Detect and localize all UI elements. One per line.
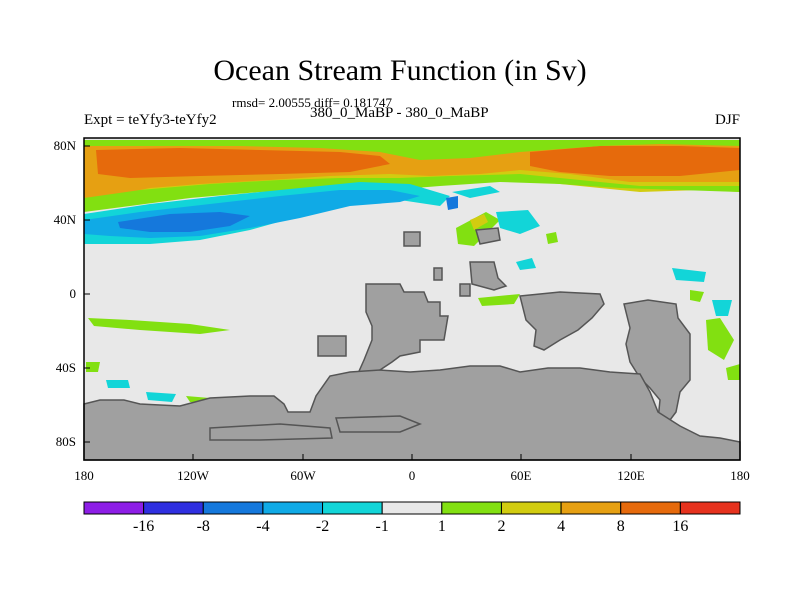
patch-cyan-center [516,258,536,270]
land-north-fragment-4 [475,227,501,245]
band-green-north [84,140,740,160]
xtick-label-60w: 60W [290,468,316,483]
land-strip-south [209,423,333,441]
land-island-west [317,335,347,357]
patch-green-center [478,294,520,306]
colorbar-swatch-8 [560,501,622,515]
colorbar-label: 4 [557,518,566,535]
colorbar-swatch-3 [262,501,324,515]
colorbar-swatch-10 [679,501,741,515]
colorbar-swatch-7 [500,501,562,515]
patch-yellow-africa [470,214,488,230]
band-darkorange-east [530,146,740,176]
colorbar-swatch-9 [620,501,681,515]
patch-green-southwest [86,362,100,372]
land-south-america-like [353,283,449,397]
colorbar-label: -1 [375,518,389,535]
xtick-label-180e: 180 [730,468,750,483]
colorbar-label: -2 [315,518,330,535]
midlatitude-negative-band [84,182,500,244]
colorbar-swatch-6 [441,501,502,515]
rmsd-diff-stats: rmsd= 2.00555 diff= 0.181747 [232,95,392,110]
patch-cyan-east-1 [672,268,706,282]
xtick-label-60e: 60E [510,468,532,483]
colorbar-swatch-2 [202,501,264,515]
ytick-label-0: 0 [69,286,77,301]
band-blue-40n [118,212,250,232]
band-darkorange-north [96,148,390,178]
colorbar-swatch-4 [322,501,383,515]
colorbar-label: 8 [616,518,625,535]
season-label: DJF [714,112,740,128]
patch-green-west [88,318,230,334]
xtick-label-120w: 120W [177,468,209,483]
ytick-label-80n: 80N [53,138,76,153]
band-green-lower [84,174,740,212]
patch-cyan-south-2 [146,392,176,402]
plot-subtitle: 380_0_MaBP - 380_0_MaBP [310,105,489,121]
colorbar-label: 2 [497,518,506,535]
land-north-fragment-1 [403,231,421,247]
northern-bands [84,140,740,212]
xtick-label-0: 0 [408,468,416,483]
land-north-fragment-2 [433,267,443,281]
patch-blue-africa [446,196,458,210]
plot-title: Ocean Stream Function (in Sv) [213,54,587,87]
land-africa-like [519,291,605,351]
land-north-fragment-3 [469,261,508,291]
ytick-label-80s: 80S [55,434,76,449]
colorbar-label: -16 [132,518,155,535]
axis-ticks [84,145,632,460]
ytick-label-40n: 40N [53,212,76,227]
patch-cyan-africa [496,210,540,234]
patch-cyan-east-2 [712,300,732,316]
patch-green-africa [456,212,500,246]
land-masses [83,227,741,461]
colorbar-swatch-0 [83,501,145,515]
band-cyan-east [452,186,500,198]
experiment-label: Expt = teYfy3-teYfy2 [84,112,217,128]
colorbar-label: -4 [256,518,270,535]
scattered-features [86,196,740,404]
patch-green-east-2 [706,318,734,360]
patch-green-east-1 [690,290,704,302]
patch-green-africa-2 [546,232,558,244]
colorbar-swatch-5 [381,501,443,515]
xtick-label-120e: 120E [617,468,645,483]
colorbar-label: 1 [437,518,446,535]
patch-cyan-south-1 [106,380,130,388]
map-panel [83,137,741,461]
colorbar [83,501,741,515]
colorbar-swatch-1 [143,501,204,515]
land-south-mid [335,415,423,433]
land-north-fragment-5 [459,283,471,297]
colorbar-label: 16 [672,518,689,535]
xtick-label-180w: 180 [74,468,94,483]
colorbar-label: -8 [196,518,210,535]
ytick-label-40s: 40S [55,360,76,375]
patch-green-east-3 [726,364,740,380]
